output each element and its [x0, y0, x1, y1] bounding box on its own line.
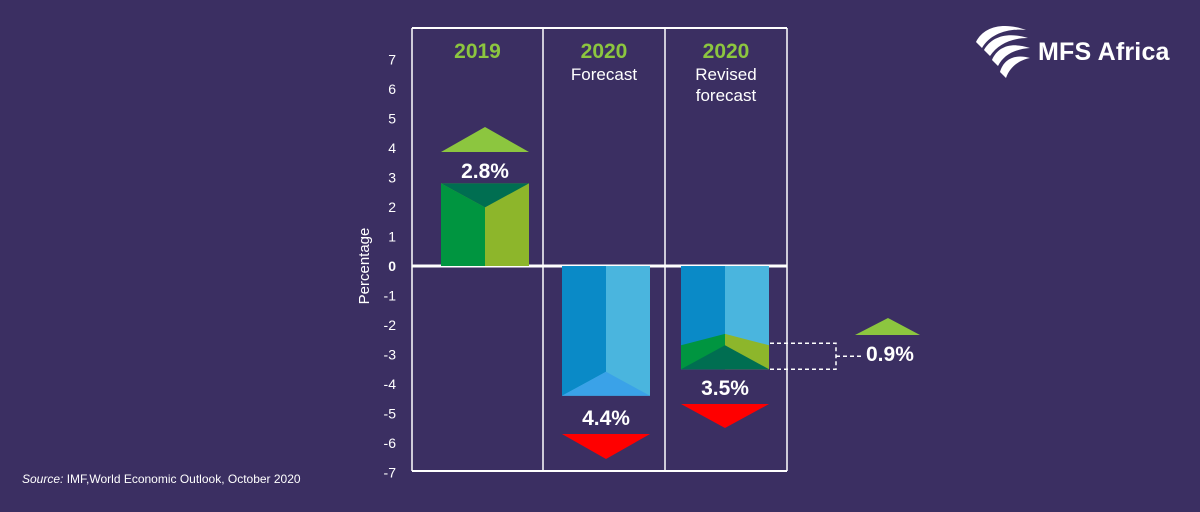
- y-tick-label: -4: [384, 376, 397, 392]
- y-tick-label: -6: [384, 435, 397, 451]
- bar-2019-up-arrow: [441, 127, 529, 152]
- y-tick-label: -7: [384, 465, 397, 481]
- y-tick-label: 6: [388, 81, 396, 97]
- brand-logo: MFS Africa: [974, 22, 1170, 82]
- column-year: 2020: [581, 40, 628, 63]
- y-tick-label: 0: [388, 258, 396, 274]
- y-tick-label: 1: [388, 229, 396, 245]
- y-tick-label: -1: [384, 288, 397, 304]
- bar-2019-left-face: [441, 183, 485, 266]
- annotation-up-arrow: [855, 318, 920, 335]
- bars: [441, 127, 920, 459]
- source-label: Source:: [22, 472, 64, 486]
- bar-2020-forecast-down-arrow: [562, 434, 650, 459]
- y-tick-label: -3: [384, 347, 397, 363]
- value-labels: 2.8% 4.4% 3.5% 0.9%: [461, 160, 914, 430]
- y-tick-label: 7: [388, 52, 396, 68]
- y-tick-label: 2: [388, 199, 396, 215]
- y-axis-label: Percentage: [356, 228, 373, 305]
- y-tick-label: 5: [388, 111, 396, 127]
- column-year: 2020: [703, 40, 750, 63]
- annotation-value-label: 0.9%: [866, 343, 914, 366]
- source-note: Source: IMF,World Economic Outlook, Octo…: [22, 472, 301, 486]
- bar-2019-top-face: [441, 183, 529, 208]
- bar-2020-revised-down-arrow: [681, 404, 769, 428]
- column-year: 2019: [454, 40, 501, 63]
- bar-2020-forecast-bottom-face: [562, 371, 650, 396]
- bar-2020-revised-bottom-face: [681, 345, 769, 370]
- bar-2020-revised-value-label: 3.5%: [701, 377, 749, 400]
- column-subtitle: Revised: [695, 65, 756, 84]
- column-headers: 2019 2020 Forecast 2020 Revised forecast: [454, 40, 757, 105]
- bar-2020-forecast-left-face: [562, 266, 606, 396]
- y-tick-label: 4: [388, 140, 396, 156]
- y-tick-label: 3: [388, 170, 396, 186]
- mfs-africa-logo-icon: [976, 26, 1030, 78]
- y-tick-label: -2: [384, 317, 397, 333]
- column-subtitle: forecast: [696, 86, 757, 105]
- bar-2020-forecast-value-label: 4.4%: [582, 407, 630, 430]
- y-axis-ticks: 7 6 5 4 3 2 1 0 -1 -2 -3 -4 -5 -6 -7: [384, 52, 397, 481]
- source-text: IMF,World Economic Outlook, October 2020: [66, 472, 301, 486]
- y-tick-label: -5: [384, 406, 397, 422]
- column-subtitle: Forecast: [571, 65, 637, 84]
- annotation-bracket: [770, 342, 837, 370]
- bar-2019-value-label: 2.8%: [461, 160, 509, 183]
- brand-name: MFS Africa: [1038, 37, 1170, 66]
